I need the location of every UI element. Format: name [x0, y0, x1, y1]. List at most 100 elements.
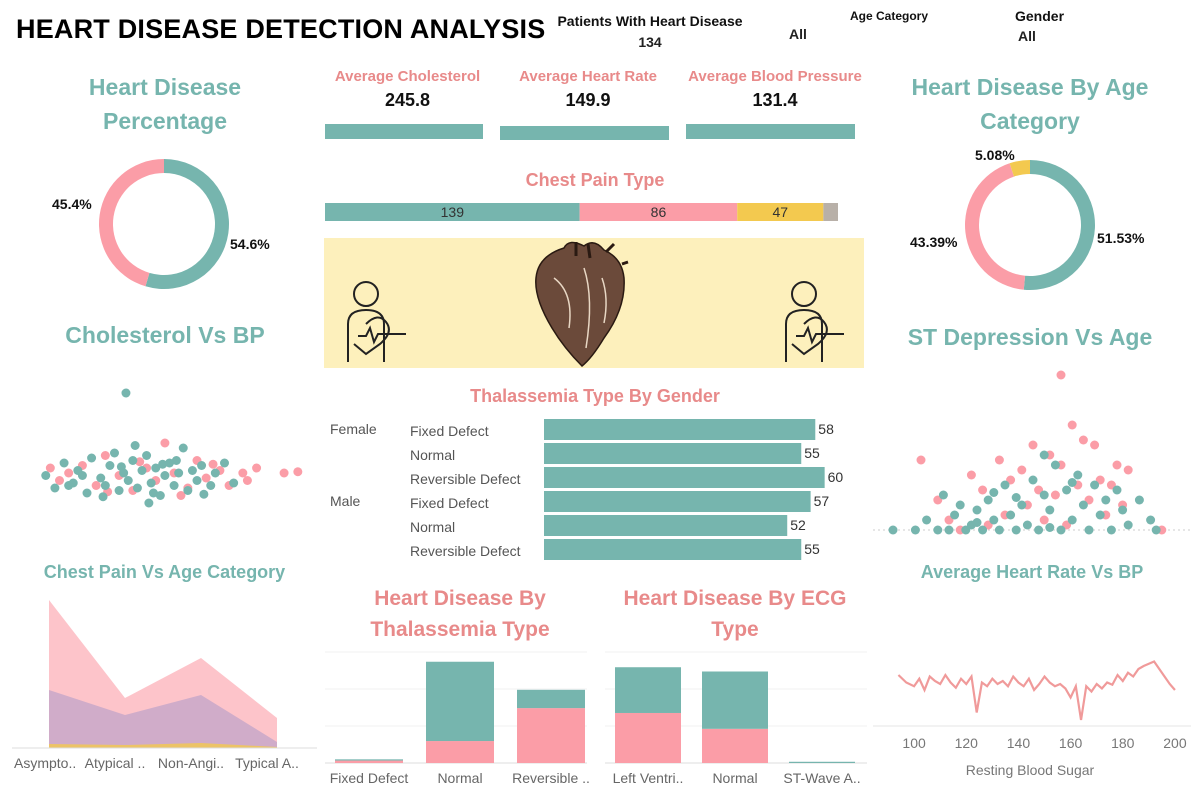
- st-point-pink-10: [1017, 465, 1027, 475]
- cholesterol-point-pink-18: [252, 463, 262, 473]
- cholesterol-point-teal-36: [148, 488, 158, 498]
- st-point-pink-0: [916, 455, 926, 465]
- st-point-pink-16: [1050, 490, 1060, 500]
- st-point-teal-34: [1106, 525, 1116, 535]
- donut-slice-1: [99, 159, 164, 287]
- st-point-pink-7: [994, 455, 1004, 465]
- area-series-2: [49, 743, 277, 748]
- thal-value-label-4: 52: [790, 517, 806, 533]
- chest-pain-segment-3: [823, 203, 838, 221]
- st-point-teal-19: [1022, 520, 1032, 530]
- cholesterol-point-teal-0: [41, 471, 51, 480]
- st-point-teal-3: [933, 525, 943, 535]
- cholesterol-point-teal-38: [98, 492, 108, 502]
- st-point-pink-12: [1028, 440, 1038, 450]
- st-point-pink-29: [1123, 465, 1133, 475]
- cholesterol-point-teal-34: [77, 471, 87, 480]
- age-donut-label-teal: 51.53%: [1097, 230, 1145, 246]
- st-point-teal-18: [1017, 500, 1027, 510]
- age-donut-label-yellow: 5.08%: [975, 147, 1015, 163]
- cholesterol-point-pink-5: [100, 451, 110, 460]
- kpi-cholesterol-label: Average Cholesterol: [334, 68, 481, 85]
- heart-disease-by-ecg-bars: Left Ventri.. Normal ST-Wave A..: [605, 651, 867, 786]
- heart-disease-by-ecg-title: Heart Disease By ECG Type: [623, 587, 847, 641]
- patients-label: Patients With Heart Disease: [557, 13, 743, 29]
- cholesterol-point-pink-22: [135, 457, 145, 467]
- st-point-pink-23: [1090, 440, 1100, 450]
- thal-value-label-1: 55: [804, 445, 820, 461]
- thal-category-label-1: Normal: [410, 447, 455, 463]
- st-point-teal-5: [944, 525, 954, 535]
- line-xtick-0: 100: [902, 735, 926, 751]
- thalassemia-by-gender-title: Thalassemia Type By Gender: [470, 386, 720, 406]
- donut-slice-0: [1023, 160, 1095, 290]
- st-point-teal-17: [1011, 525, 1021, 535]
- cholesterol-point-teal-10: [110, 448, 119, 458]
- cholesterol-point-teal-9: [105, 461, 115, 470]
- thal-value-label-0: 58: [818, 421, 834, 437]
- st-point-teal-15: [1000, 480, 1010, 490]
- heart-disease-percentage-title: Heart Disease Percentage: [88, 74, 242, 134]
- thal-type-xtick-0: Fixed Defect: [330, 770, 409, 786]
- st-point-pink-27: [1112, 460, 1122, 470]
- st-point-teal-38: [1134, 495, 1144, 505]
- thal-type-xtick-2: Reversible ..: [512, 770, 590, 786]
- donut-slice-2: [1009, 160, 1030, 177]
- thal-bar-5: [544, 539, 802, 560]
- thal-value-label-3: 57: [814, 493, 830, 509]
- st-point-teal-24: [1050, 460, 1060, 470]
- cholesterol-point-pink-4: [91, 481, 101, 490]
- cholesterol-point-teal-33: [229, 478, 239, 488]
- cholesterol-point-teal-19: [151, 463, 161, 473]
- chest-pain-segment-1: [579, 203, 738, 221]
- thal-type-xtick-1: Normal: [437, 770, 482, 786]
- cholesterol-point-teal-42: [199, 489, 209, 499]
- st-point-pink-21: [1078, 435, 1088, 445]
- cholesterol-point-teal-35: [116, 462, 126, 472]
- thal-bar-4: [544, 515, 788, 536]
- st-point-teal-16: [1006, 510, 1016, 520]
- st-point-pink-5: [978, 485, 988, 495]
- chest-pain-segment-label-2: 47: [772, 204, 788, 220]
- st-depression-vs-age-title: ST Depression Vs Age: [907, 324, 1153, 350]
- cholesterol-point-teal-31: [210, 468, 220, 478]
- area-xtick-2: Non-Angi..: [158, 755, 224, 771]
- banner-illustration: [347, 241, 844, 368]
- st-point-pink-4: [966, 470, 976, 480]
- kpi-heart-rate-value: 149.9: [565, 90, 611, 110]
- age-category-donut: [964, 160, 1095, 290]
- cholesterol-point-teal-14: [128, 456, 138, 465]
- chest-pain-segment-label-0: 139: [441, 204, 465, 220]
- cholesterol-vs-bp-scatter: [41, 388, 303, 508]
- st-point-teal-27: [1067, 515, 1077, 525]
- st-point-pink-14: [1039, 515, 1049, 525]
- cholesterol-point-teal-7: [96, 473, 106, 483]
- st-point-teal-45: [989, 488, 999, 497]
- thal-type-bar-pink-1: [426, 741, 494, 763]
- gender-filter-value[interactable]: All: [1018, 28, 1036, 44]
- cholesterol-vs-bp-title: Cholesterol Vs BP: [65, 322, 265, 348]
- thal-category-label-2: Reversible Defect: [410, 471, 521, 487]
- filter-value[interactable]: All: [789, 26, 807, 42]
- cholesterol-point-pink-0: [45, 463, 55, 473]
- cholesterol-point-teal-11: [114, 486, 124, 495]
- cholesterol-point-pink-17: [238, 468, 248, 478]
- line-xtick-5: 200: [1163, 735, 1187, 751]
- doctor-heart-icon-right: [785, 281, 844, 362]
- cholesterol-point-teal-39: [158, 459, 168, 469]
- st-point-teal-39: [1146, 515, 1156, 525]
- cholesterol-point-teal-6: [87, 453, 97, 463]
- cholesterol-point-teal-37: [171, 456, 181, 465]
- dashboard-title: HEART DISEASE DETECTION ANALYSIS: [16, 14, 546, 44]
- cholesterol-point-teal-43: [121, 388, 131, 398]
- cholesterol-point-teal-5: [82, 488, 92, 498]
- ecg-type-xtick-2: ST-Wave A..: [783, 770, 860, 786]
- thal-bar-2: [544, 467, 825, 488]
- ecg-type-bar-teal-0: [615, 667, 681, 713]
- cholesterol-point-pink-20: [293, 467, 303, 477]
- area-series-1: [49, 690, 277, 748]
- kpi-cholesterol-bar: [325, 124, 483, 139]
- st-point-teal-14: [994, 525, 1004, 535]
- chest-pain-vs-age-area: Asympto.. Atypical .. Non-Angi.. Typical A.…: [12, 600, 317, 771]
- line-xtick-3: 160: [1059, 735, 1083, 751]
